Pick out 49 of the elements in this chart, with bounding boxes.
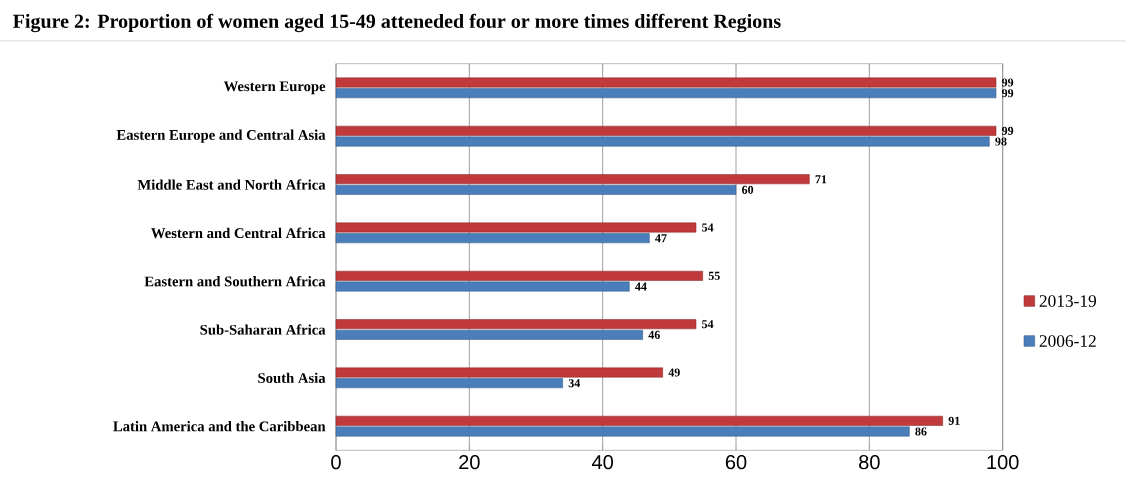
data-label: 54 bbox=[702, 223, 714, 232]
bar bbox=[335, 378, 563, 389]
data-label: 98 bbox=[995, 137, 1007, 146]
data-label: 99 bbox=[1001, 89, 1014, 98]
chart-title: Figure 2: Proportion of women aged 15-49 atteneded four or more times different Regions bbox=[13, 13, 781, 33]
y-tick-label: Latin America and the Caribbean bbox=[113, 421, 326, 432]
y-tick-label: Western Europe bbox=[223, 81, 326, 95]
data-label: 86 bbox=[915, 427, 927, 436]
bar bbox=[335, 222, 697, 233]
x-tick-label: 60 bbox=[725, 455, 747, 470]
x-tick-label: 80 bbox=[859, 455, 880, 470]
y-tick-label: Sub-Saharan Africa bbox=[200, 324, 326, 335]
x-tick-label: 20 bbox=[459, 455, 480, 470]
y-tick-label: Eastern and Southern Africa bbox=[144, 275, 326, 287]
bar bbox=[335, 184, 737, 195]
bar bbox=[335, 125, 997, 136]
data-label: 49 bbox=[668, 368, 680, 377]
legend-label: 2006-12 bbox=[1039, 335, 1096, 347]
x-tick-label: 100 bbox=[987, 455, 1019, 470]
bar bbox=[335, 270, 703, 281]
data-label: 34 bbox=[568, 379, 581, 388]
bar bbox=[335, 174, 810, 185]
bar bbox=[335, 233, 650, 244]
data-label: 60 bbox=[742, 185, 754, 194]
bar bbox=[335, 415, 943, 426]
data-label: 44 bbox=[635, 282, 647, 291]
legend-label: 2013-19 bbox=[1039, 295, 1096, 307]
data-label: 55 bbox=[708, 271, 720, 280]
bar bbox=[335, 367, 663, 378]
bar bbox=[335, 77, 997, 88]
bar bbox=[335, 281, 630, 292]
bar bbox=[335, 136, 990, 147]
data-label: 99 bbox=[1001, 126, 1014, 135]
bar bbox=[335, 329, 643, 340]
data-label: 47 bbox=[655, 234, 667, 243]
x-tick-label: 40 bbox=[592, 455, 613, 470]
x-tick-label: 0 bbox=[331, 455, 341, 470]
data-label: 91 bbox=[948, 416, 960, 425]
bar bbox=[335, 88, 997, 99]
y-tick-label: Eastern Europe and Central Asia bbox=[116, 129, 326, 143]
y-tick-label: Western and Central Africa bbox=[151, 227, 326, 239]
data-label: 46 bbox=[648, 330, 660, 339]
data-label: 71 bbox=[815, 175, 827, 184]
data-label: 54 bbox=[702, 320, 714, 329]
bar bbox=[335, 319, 697, 330]
y-tick-label: South Asia bbox=[258, 372, 326, 384]
bar bbox=[335, 426, 910, 437]
data-label: 99 bbox=[1001, 78, 1014, 87]
y-tick-label: Middle East and North Africa bbox=[137, 179, 326, 190]
